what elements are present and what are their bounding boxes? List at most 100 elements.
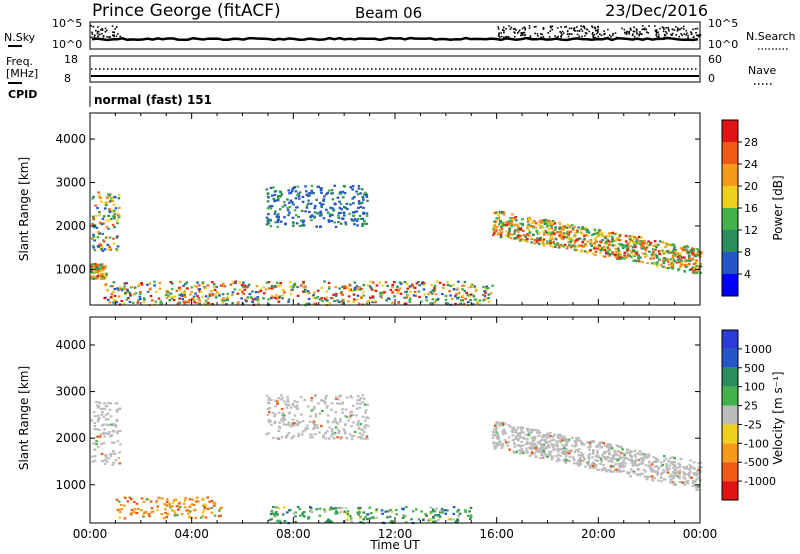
scatter-cell	[683, 256, 686, 259]
scatter-cell	[505, 230, 508, 233]
scatter-cell	[277, 213, 280, 216]
scatter-cell	[656, 265, 659, 268]
scatter-cell	[188, 498, 192, 501]
scatter-cell	[553, 433, 556, 436]
scatter-cell	[365, 518, 369, 521]
scatter-cell	[433, 520, 437, 523]
scatter-cell	[495, 431, 498, 434]
scatter-cell	[389, 288, 393, 292]
scatter-cell	[283, 204, 287, 207]
x-tick-label: 12:00	[378, 527, 413, 541]
scatter-cell	[178, 286, 182, 289]
scatter-cell	[500, 227, 504, 231]
scatter-cell	[359, 515, 362, 518]
scatter-cell	[535, 445, 539, 448]
scatter-cell	[112, 452, 115, 455]
scatter-cell	[362, 294, 366, 297]
noise-search-point	[614, 32, 617, 34]
noise-search-point	[584, 34, 586, 37]
scatter-cell	[422, 518, 425, 522]
scatter-cell	[274, 296, 277, 299]
scatter-cell	[520, 440, 523, 443]
scatter-cell	[348, 212, 351, 215]
scatter-cell	[298, 507, 302, 511]
scatter-cell	[289, 199, 293, 202]
noise-search-point	[631, 34, 634, 37]
scatter-cell	[291, 201, 294, 204]
scatter-cell	[550, 439, 553, 442]
scatter-cell	[326, 191, 330, 194]
scatter-cell	[484, 291, 487, 294]
scatter-cell	[644, 470, 648, 473]
scatter-cell	[616, 459, 619, 463]
scatter-cell	[485, 285, 488, 288]
scatter-cell	[557, 447, 561, 451]
scatter-cell	[415, 508, 418, 511]
scatter-cell	[302, 286, 306, 289]
scatter-cell	[130, 498, 133, 501]
scatter-cell	[674, 260, 677, 263]
scatter-cell	[165, 498, 169, 501]
scatter-cell	[505, 441, 508, 444]
scatter-cell	[126, 288, 129, 291]
scatter-cell	[362, 206, 365, 209]
scatter-cell	[581, 453, 585, 456]
scatter-cell	[291, 422, 295, 425]
scatter-cell	[577, 237, 581, 240]
scatter-cell	[656, 473, 659, 476]
scatter-cell	[603, 255, 607, 258]
scatter-cell	[456, 519, 460, 522]
noise-search-point	[636, 33, 638, 35]
noise-search-point	[497, 28, 500, 30]
scatter-cell	[115, 236, 119, 239]
scatter-cell	[168, 504, 172, 507]
scatter-cell	[166, 290, 169, 293]
scatter-cell	[343, 287, 346, 290]
scatter-cell	[418, 284, 421, 287]
scatter-cell	[617, 468, 621, 471]
scatter-cell	[447, 518, 451, 521]
noise-search-point	[597, 30, 599, 33]
scatter-cell	[651, 479, 655, 482]
scatter-cell	[329, 206, 332, 209]
scatter-cell	[318, 202, 322, 205]
scatter-cell	[114, 207, 118, 210]
scatter-cell	[156, 505, 160, 508]
scatter-cell	[277, 411, 281, 414]
scatter-cell	[320, 204, 323, 207]
scatter-cell	[102, 459, 105, 462]
scatter-cell	[379, 295, 383, 298]
scatter-cell	[655, 255, 659, 258]
scatter-cell	[225, 297, 229, 300]
scatter-cell	[341, 411, 344, 414]
scatter-cell	[106, 289, 110, 292]
scatter-cell	[296, 505, 300, 509]
scatter-cell	[512, 426, 516, 429]
scatter-cell	[306, 427, 310, 430]
scatter-cell	[548, 227, 552, 230]
scatter-cell	[185, 300, 188, 303]
scatter-cell	[190, 286, 194, 289]
scatter-cell	[586, 240, 589, 243]
noise-search-point	[101, 32, 103, 35]
scatter-cell	[94, 271, 97, 274]
noise-search-point	[96, 30, 99, 33]
scatter-cell	[639, 462, 643, 465]
scatter-cell	[333, 221, 337, 224]
scatter-cell	[606, 443, 609, 447]
scatter-cell	[626, 449, 629, 452]
scatter-cell	[99, 277, 103, 280]
scatter-cell	[349, 186, 353, 189]
frequency-tick-bottom: 8	[64, 72, 71, 85]
scatter-cell	[441, 286, 445, 289]
scatter-cell	[493, 227, 497, 230]
scatter-cell	[100, 245, 104, 249]
scatter-cell	[691, 259, 695, 262]
scatter-cell	[93, 454, 97, 458]
scatter-cell	[176, 508, 180, 511]
scatter-cell	[384, 281, 388, 284]
scatter-cell	[546, 455, 549, 458]
scatter-cell	[361, 415, 365, 418]
scatter-cell	[654, 244, 657, 247]
